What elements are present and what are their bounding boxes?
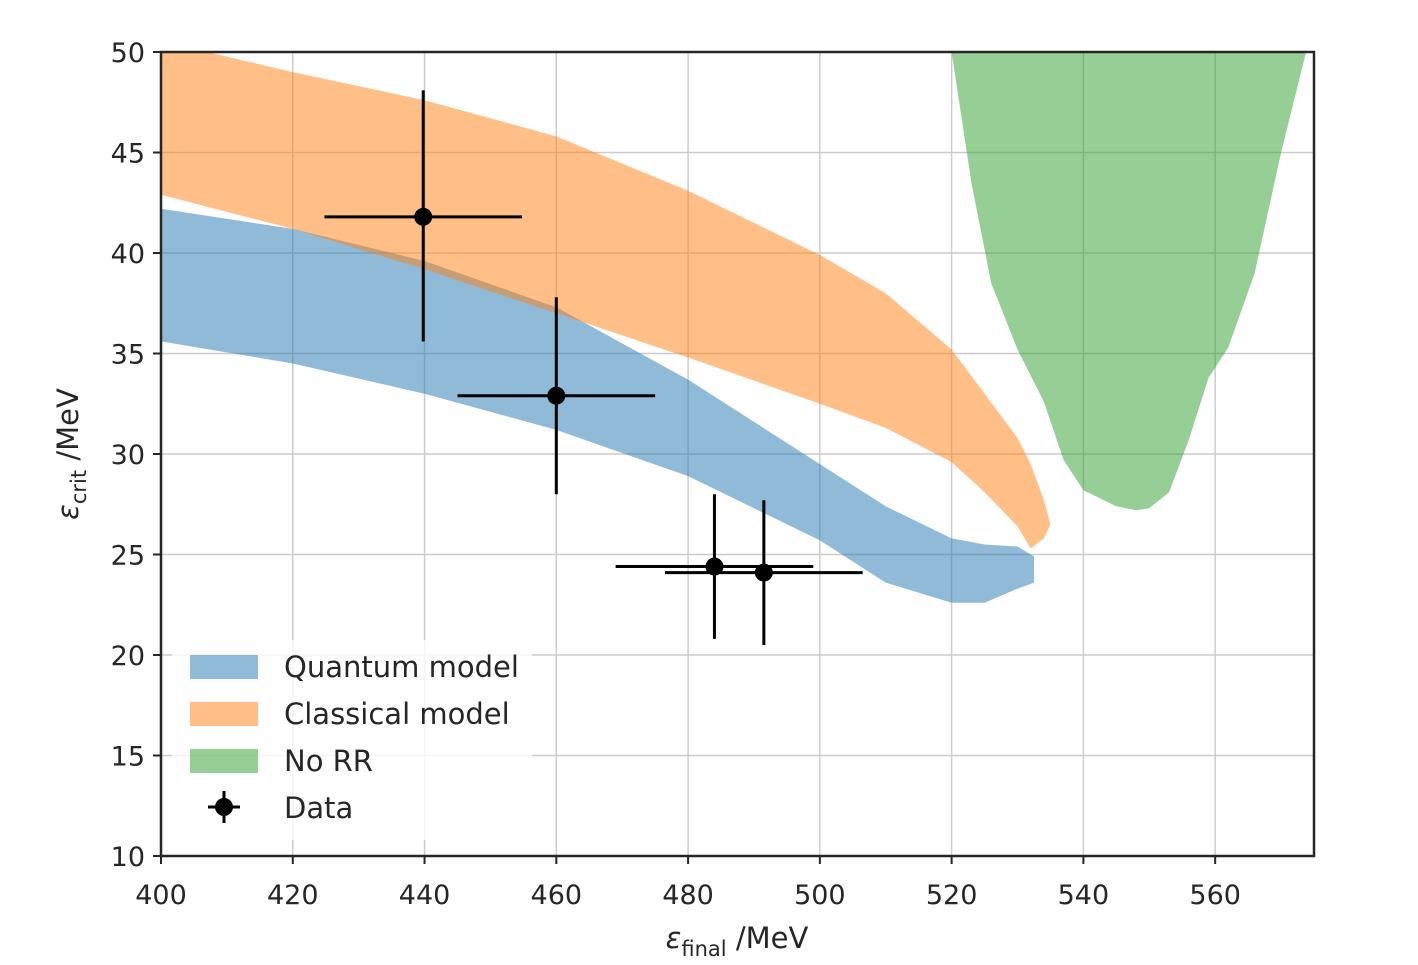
x-tick-label: 540 — [1058, 880, 1110, 911]
area-classical-model — [161, 52, 1051, 549]
legend-label-classical-model: Classical model — [284, 697, 510, 731]
legend-swatch-quantum-model — [190, 655, 258, 679]
data-point — [754, 563, 773, 582]
area-no-rr — [951, 52, 1307, 511]
x-axis-label: εfinal /MeV — [666, 921, 809, 961]
legend-swatch-no-rr — [190, 749, 258, 773]
series-areas — [161, 52, 1307, 603]
legend-label-no-rr: No RR — [284, 744, 373, 778]
x-tick-label: 520 — [926, 880, 978, 911]
x-tick-label: 560 — [1189, 880, 1241, 911]
y-axis-label: εcrit /MeV — [51, 388, 91, 520]
x-tick-label: 440 — [399, 880, 451, 911]
y-tick-label: 25 — [111, 541, 145, 572]
x-tick-label: 500 — [794, 880, 846, 911]
y-tick-label: 30 — [111, 440, 145, 471]
legend-data-marker — [215, 798, 233, 816]
x-tick-label: 480 — [662, 880, 714, 911]
y-tick-label: 50 — [111, 38, 145, 69]
data-point — [705, 557, 724, 576]
legend: Quantum model Classical model No RR Data — [172, 640, 532, 840]
data-point — [414, 207, 433, 226]
x-tick-label: 400 — [135, 880, 187, 911]
data-errorbars — [324, 90, 863, 645]
axis-ticks: 400 420 440 460 480 500 520 540 560 10 15 20 25 30 35 4… — [111, 38, 1241, 911]
y-tick-label: 35 — [111, 340, 145, 371]
data-point — [547, 386, 566, 405]
y-tick-label: 45 — [111, 139, 145, 170]
legend-label-data: Data — [284, 791, 353, 825]
legend-label-quantum-model: Quantum model — [284, 650, 519, 684]
y-tick-label: 15 — [111, 742, 145, 773]
y-tick-label: 40 — [111, 239, 145, 270]
area-quantum-model — [161, 208, 1034, 603]
x-tick-label: 420 — [267, 880, 319, 911]
x-tick-label: 460 — [531, 880, 583, 911]
y-tick-label: 10 — [111, 842, 145, 873]
legend-swatch-classical-model — [190, 702, 258, 726]
y-tick-label: 20 — [111, 641, 145, 672]
